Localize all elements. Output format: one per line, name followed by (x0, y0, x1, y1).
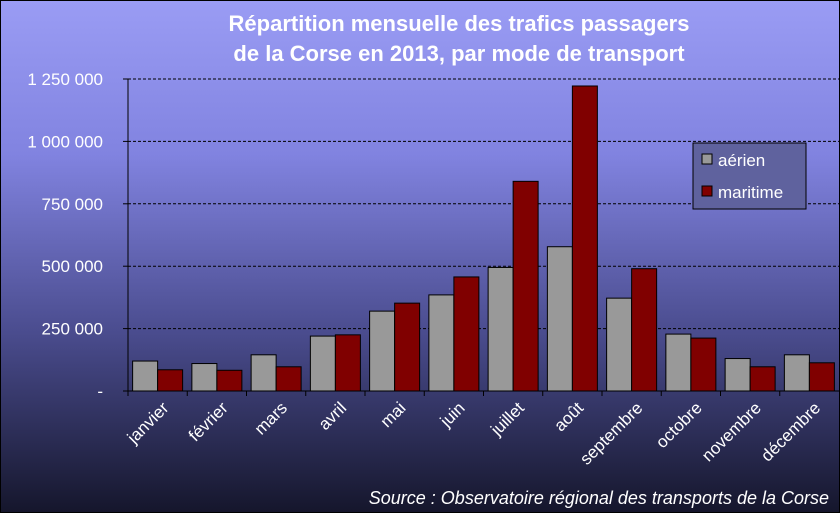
y-tick-label: 250 000 (42, 320, 103, 339)
x-category-label: novembre (698, 398, 765, 465)
y-tick-label: 750 000 (42, 195, 103, 214)
y-tick-label: 500 000 (42, 257, 103, 276)
bar-maritime (334, 334, 361, 392)
x-category-label: avril (315, 398, 350, 433)
x-category-label: décembre (757, 398, 824, 465)
bar-aerien (428, 294, 455, 392)
x-category-label: août (550, 398, 587, 435)
bar-maritime (571, 85, 598, 392)
legend-swatch-aerien (701, 153, 713, 165)
bar-maritime (749, 366, 776, 392)
y-tick-label: 1 000 000 (27, 132, 103, 151)
legend-label-maritime: maritime (718, 183, 783, 202)
legend: aérien maritime (692, 142, 807, 210)
x-category-label: septembre (576, 398, 646, 468)
bar-aerien (309, 335, 336, 392)
x-category-label: janvier (123, 398, 173, 448)
chart-title-line1: Répartition mensuelle des trafics passag… (229, 11, 690, 36)
bar-maritime (808, 362, 835, 392)
bar-aerien (606, 297, 633, 392)
bar-aerien (191, 363, 218, 392)
legend-swatch-maritime (701, 185, 713, 197)
bar-aerien (546, 246, 573, 392)
x-category-label: juin (436, 398, 469, 431)
y-tick-label: 1 250 000 (27, 70, 103, 89)
bar-maritime (394, 302, 421, 392)
x-axis-labels: janvier février mars avril mai juin juillet aoû… (123, 398, 824, 468)
bar-aerien (665, 333, 692, 392)
chart-title-line2: de la Corse en 2013, par mode de transpo… (233, 41, 685, 66)
legend-label-aerien: aérien (718, 151, 765, 170)
bar-aerien (783, 354, 810, 392)
x-category-label: février (185, 398, 232, 445)
bar-maritime (216, 369, 243, 392)
x-category-label: mars (251, 398, 291, 438)
bar-maritime (631, 268, 658, 392)
y-tick-label: - (97, 382, 103, 401)
bar-aerien (132, 360, 159, 392)
x-category-label: mai (377, 398, 410, 431)
source-note: Source : Observatoire régional des trans… (369, 488, 829, 508)
x-category-label: octobre (652, 398, 706, 452)
bar-maritime (512, 180, 539, 392)
axes (123, 78, 839, 396)
bar-aerien (369, 310, 396, 392)
bar-aerien (487, 266, 514, 392)
bar-maritime (690, 337, 717, 392)
bar-aerien (250, 354, 277, 392)
bars (132, 85, 835, 392)
bar-maritime (453, 276, 480, 392)
y-axis-ticks: - 250 000 500 000 750 000 1 000 000 1 250 000 (27, 70, 103, 401)
bar-aerien (724, 358, 751, 392)
x-category-label: juillet (486, 398, 528, 440)
bar-maritime (275, 366, 302, 392)
bar-maritime (157, 369, 184, 392)
